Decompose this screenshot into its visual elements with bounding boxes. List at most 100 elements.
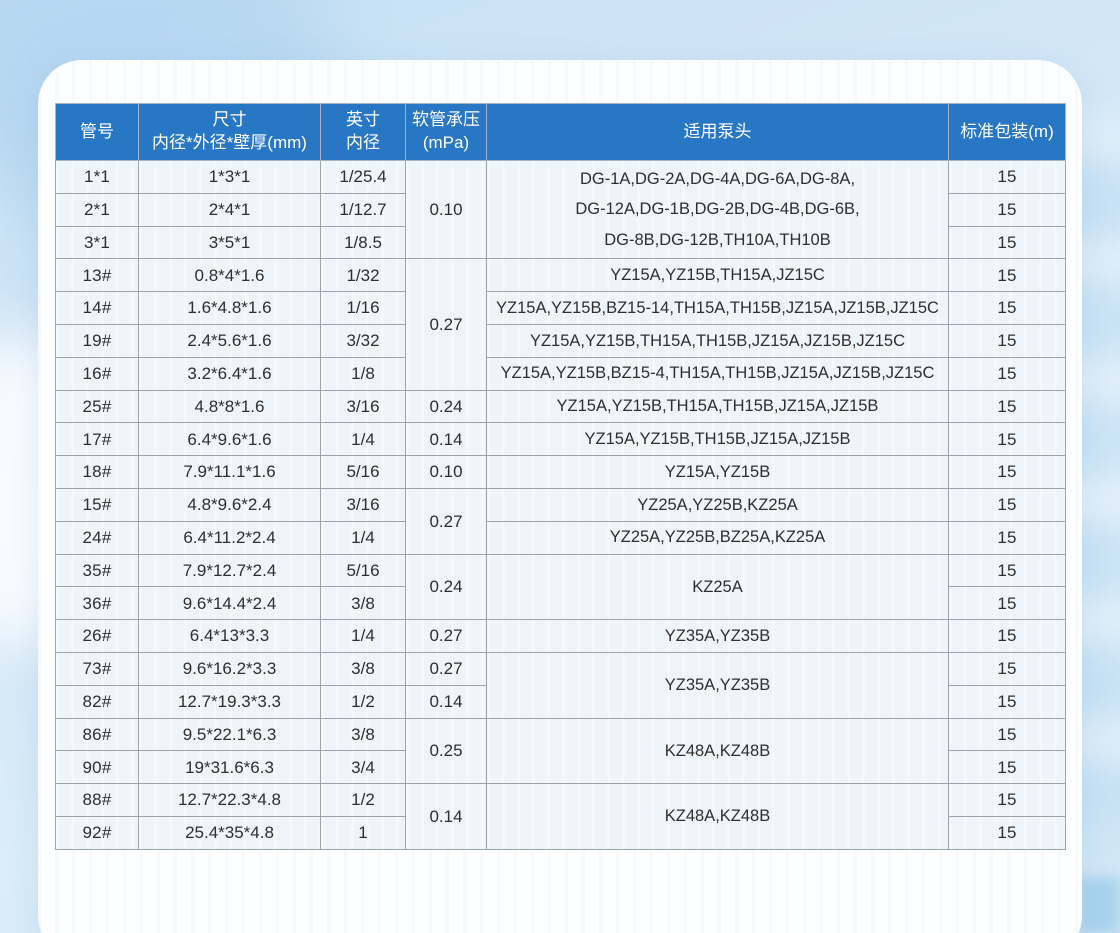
cell-tube_no: 26#: [55, 619, 139, 653]
cell-size_mm: 4.8*8*1.6: [138, 389, 321, 424]
cell-package: 15: [948, 389, 1066, 424]
cell-tube_no: 14#: [55, 291, 139, 325]
cell-package: 15: [948, 750, 1066, 785]
cell-tube_no: 19#: [55, 323, 139, 358]
cell-package: 15: [948, 422, 1066, 457]
cell-pumps: KZ48A,KZ48B: [486, 717, 949, 785]
cell-pumps: YZ15A,YZ15B,TH15B,JZ15A,JZ15B: [486, 422, 949, 457]
cell-package: 15: [948, 323, 1066, 358]
cell-tube_no: 36#: [55, 586, 139, 621]
cell-package: 15: [948, 684, 1066, 719]
table-row: 73# 9.6*16.2*3.3 3/8 0.27 YZ35A,YZ35B 15: [55, 651, 1066, 719]
cell-size_mm: 0.8*4*1.6: [138, 258, 321, 293]
table-row: 26# 6.4*13*3.3 1/4 0.27 YZ35A,YZ35B 15: [55, 619, 1066, 653]
cell-size_mm: 1*3*1: [138, 160, 321, 194]
table-row: 36# 9.6*14.4*2.4 3/8 15: [55, 586, 1066, 621]
table-row: 92# 25.4*35*4.8 1 15: [55, 815, 1066, 850]
cell-tube_no: 1*1: [55, 160, 139, 194]
cell-size_mm: 1.6*4.8*1.6: [138, 291, 321, 325]
cell-tube_no: 18#: [55, 455, 139, 489]
table-row: 13# 0.8*4*1.6 1/32 0.27 YZ15A,YZ15B,TH15A,JZ…: [55, 258, 1066, 391]
cell-size_mm: 9.6*14.4*2.4: [138, 586, 321, 621]
cell-size_mm: 19*31.6*6.3: [138, 750, 321, 785]
cell-pumps: YZ35A,YZ35B: [486, 651, 949, 719]
cell-package: 15: [948, 586, 1066, 621]
cell-package: 15: [948, 487, 1066, 522]
cell-tube_no: 35#: [55, 553, 139, 588]
table-row: 25# 4.8*8*1.6 3/16 0.24 YZ15A,YZ15B,TH15A,TH…: [55, 389, 1066, 424]
tubing-spec-table-wrap: 管号 尺寸 内径*外径*壁厚(mm) 英寸 内径 软管承压 (mPa) 适用泵头 标准包装…: [55, 103, 1066, 850]
cell-size_mm: 12.7*19.3*3.3: [138, 684, 321, 719]
column-header-tube_no: 管号: [55, 103, 139, 161]
cell-size_mm: 3*5*1: [138, 225, 321, 260]
cell-inch_id: 3/16: [320, 487, 406, 522]
cell-package: 15: [948, 225, 1066, 260]
background-patch: [1078, 878, 1120, 933]
cell-tube_no: 92#: [55, 815, 139, 850]
cell-pumps: YZ25A,YZ25B,KZ25A: [486, 487, 949, 522]
cell-tube_no: 25#: [55, 389, 139, 424]
column-header-package: 标准包装(m): [948, 103, 1066, 161]
cell-pressure: 0.27: [405, 487, 487, 555]
cell-inch_id: 1/8: [320, 356, 406, 391]
cell-inch_id: 5/16: [320, 553, 406, 588]
cell-pressure: 0.27: [405, 651, 487, 686]
table-row: 88# 12.7*22.3*4.8 1/2 0.14 KZ48A,KZ48B 15: [55, 783, 1066, 850]
cell-pumps: YZ15A,YZ15B,TH15A,TH15B,JZ15A,JZ15B: [486, 389, 949, 424]
cell-size_mm: 6.4*9.6*1.6: [138, 422, 321, 457]
table-row: 2*1 2*4*1 1/12.7 15: [55, 192, 1066, 227]
cell-inch_id: 1: [320, 815, 406, 850]
table-row: 14# 1.6*4.8*1.6 1/16 YZ15A,YZ15B,BZ15-14,TH…: [55, 291, 1066, 325]
cell-tube_no: 15#: [55, 487, 139, 522]
cell-package: 15: [948, 192, 1066, 227]
cell-package: 15: [948, 717, 1066, 752]
table-row: 19# 2.4*5.6*1.6 3/32 YZ15A,YZ15B,TH15A,TH15…: [55, 323, 1066, 358]
cell-size_mm: 12.7*22.3*4.8: [138, 783, 321, 817]
table-row: 90# 19*31.6*6.3 3/4 15: [55, 750, 1066, 785]
cell-size_mm: 3.2*6.4*1.6: [138, 356, 321, 391]
cell-package: 15: [948, 783, 1066, 817]
cell-pumps: YZ35A,YZ35B: [486, 619, 949, 653]
cell-pressure: 0.14: [405, 422, 487, 457]
table-row: 16# 3.2*6.4*1.6 1/8 YZ15A,YZ15B,BZ15-4,TH15…: [55, 356, 1066, 391]
cell-inch_id: 3/8: [320, 651, 406, 686]
cell-inch_id: 1/32: [320, 258, 406, 293]
cell-tube_no: 88#: [55, 783, 139, 817]
cell-package: 15: [948, 553, 1066, 588]
table-body: 1*1 1*3*1 1/25.4 0.10 DG-1A,DG-2A,DG-4A,DG-6…: [55, 159, 1066, 850]
cell-package: 15: [948, 160, 1066, 194]
cell-tube_no: 13#: [55, 258, 139, 293]
cell-pumps: YZ15A,YZ15B,TH15A,JZ15C: [486, 258, 949, 293]
table-row: 3*1 3*5*1 1/8.5 15: [55, 225, 1066, 260]
cell-package: 15: [948, 619, 1066, 653]
cell-size_mm: 25.4*35*4.8: [138, 815, 321, 850]
cell-size_mm: 7.9*12.7*2.4: [138, 553, 321, 588]
cell-pumps: DG-1A,DG-2A,DG-4A,DG-6A,DG-8A, DG-12A,DG…: [486, 159, 949, 260]
cell-pressure: 0.27: [405, 258, 487, 391]
cell-size_mm: 6.4*13*3.3: [138, 619, 321, 653]
cell-tube_no: 82#: [55, 684, 139, 719]
table-row: 15# 4.8*9.6*2.4 3/16 0.27 YZ25A,YZ25B,KZ25A 1…: [55, 487, 1066, 555]
cell-size_mm: 2.4*5.6*1.6: [138, 323, 321, 358]
cell-inch_id: 3/8: [320, 586, 406, 621]
cell-inch_id: 3/4: [320, 750, 406, 785]
cell-inch_id: 1/16: [320, 291, 406, 325]
column-header-size_mm: 尺寸 内径*外径*壁厚(mm): [138, 103, 321, 161]
cell-tube_no: 3*1: [55, 225, 139, 260]
table-row: 24# 6.4*11.2*2.4 1/4 YZ25A,YZ25B,BZ25A,KZ25…: [55, 520, 1066, 555]
cell-package: 15: [948, 520, 1066, 555]
cell-tube_no: 24#: [55, 520, 139, 555]
cell-size_mm: 7.9*11.1*1.6: [138, 455, 321, 489]
cell-pumps: KZ48A,KZ48B: [486, 783, 949, 850]
cell-pressure: 0.25: [405, 717, 487, 785]
cell-package: 15: [948, 455, 1066, 489]
column-header-pressure: 软管承压 (mPa): [405, 103, 487, 161]
column-header-inch_id: 英寸 内径: [320, 103, 406, 161]
cell-package: 15: [948, 291, 1066, 325]
cell-inch_id: 3/8: [320, 717, 406, 752]
cell-pumps: YZ25A,YZ25B,BZ25A,KZ25A: [486, 520, 949, 555]
cell-pressure: 0.14: [405, 783, 487, 850]
table-header-row: 管号 尺寸 内径*外径*壁厚(mm) 英寸 内径 软管承压 (mPa) 适用泵头 标准包装…: [55, 103, 1066, 161]
cell-inch_id: 1/25.4: [320, 160, 406, 194]
cell-size_mm: 9.5*22.1*6.3: [138, 717, 321, 752]
